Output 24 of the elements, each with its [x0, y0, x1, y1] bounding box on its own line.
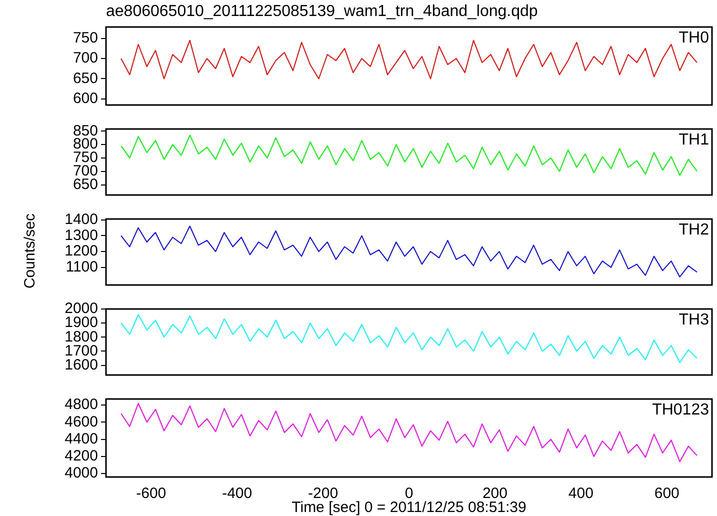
y-tick-label: 4000: [64, 464, 98, 482]
x-tick-label: -600: [136, 485, 166, 502]
y-tick-label: 4600: [64, 413, 98, 430]
series-label: TH0: [678, 29, 710, 46]
series-label: TH2: [678, 221, 710, 238]
series-label: TH3: [678, 311, 710, 328]
y-tick-label: 1200: [64, 242, 98, 260]
x-tick-label: 600: [654, 485, 680, 502]
y-tick-label: 4800: [64, 396, 98, 414]
y-tick-label: 1300: [64, 226, 98, 244]
x-tick-label: 400: [568, 485, 594, 502]
y-tick-label: 4200: [64, 448, 98, 465]
y-tick-label: 1100: [66, 258, 98, 276]
y-tick-label: 600: [72, 90, 98, 108]
y-tick-label: 750: [72, 29, 98, 46]
y-tick-label: 1400: [64, 210, 98, 228]
series-label: TH0123: [652, 401, 710, 418]
y-tick-label: 700: [72, 50, 98, 67]
y-axis-title: Counts/sec: [22, 213, 38, 289]
y-tick-label: 4400: [64, 430, 98, 448]
chart-title: ae806065010_20111225085139_wam1_trn_4band_long.qdp: [106, 3, 538, 21]
y-tick-label: 650: [72, 70, 98, 87]
x-tick-label: -400: [222, 485, 252, 502]
series-label: TH1: [678, 131, 710, 148]
